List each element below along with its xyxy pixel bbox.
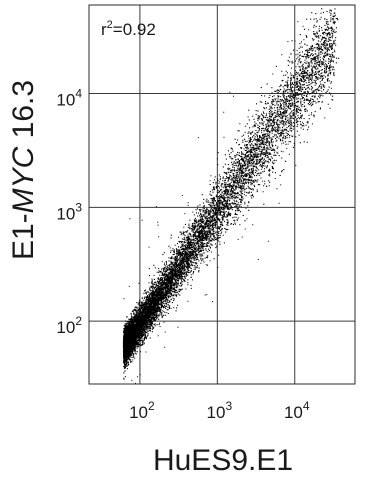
y-tick-label-2: 103 xyxy=(56,200,82,223)
x-tick-labels: 102 103 104 xyxy=(129,399,310,422)
y-tick-label-1: 102 xyxy=(56,314,82,337)
y-tick-labels: 102 103 104 xyxy=(56,87,82,338)
y-tick-label-3: 104 xyxy=(56,87,82,110)
x-tick-label-3: 104 xyxy=(284,399,310,422)
scatter-points xyxy=(122,8,340,384)
data-points xyxy=(122,8,340,384)
x-tick-label-2: 103 xyxy=(207,399,233,422)
x-axis-title: HuES9.E1 xyxy=(153,444,293,477)
x-tick-label-1: 102 xyxy=(129,399,155,422)
y-axis-title: E1-MYC 16.3 xyxy=(7,80,40,260)
plot-frame xyxy=(88,4,356,385)
r-squared-annotation: r2=0.92 xyxy=(101,19,156,39)
